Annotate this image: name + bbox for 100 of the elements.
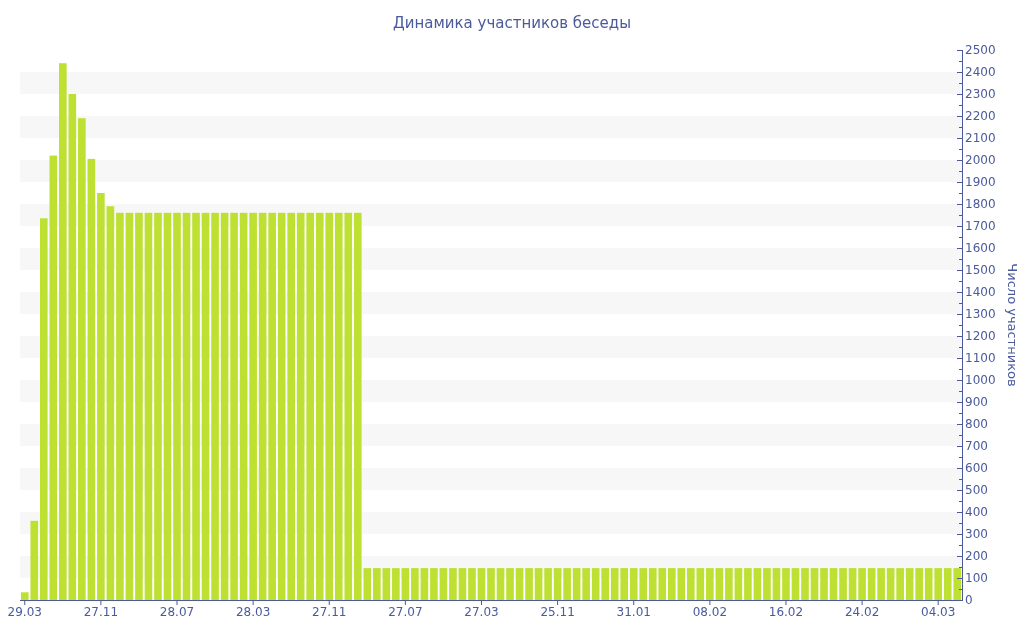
bar <box>877 568 885 600</box>
y-tick-label: 2300 <box>965 87 996 101</box>
bar <box>915 568 923 600</box>
x-tick-label: 04.03 <box>921 605 956 619</box>
y-tick-label: 100 <box>965 571 988 585</box>
bar <box>772 568 781 600</box>
bar <box>106 206 115 600</box>
x-tick-label: 27.11 <box>83 605 119 619</box>
bar <box>154 212 162 600</box>
y-tick-label: 2100 <box>965 131 996 145</box>
bar <box>905 568 914 600</box>
y-tick-label: 2000 <box>965 153 996 167</box>
y-tick-label: 2200 <box>965 109 996 123</box>
bar <box>477 568 486 600</box>
bar <box>886 568 895 600</box>
bar <box>68 94 77 600</box>
bar <box>820 568 828 600</box>
chart-title: Динамика участников беседы <box>392 14 632 32</box>
bar <box>858 568 866 600</box>
bar <box>810 568 819 600</box>
bar <box>230 212 238 600</box>
bar <box>696 568 705 600</box>
bar <box>534 568 543 600</box>
y-tick-label: 900 <box>965 395 988 409</box>
bar <box>430 568 438 600</box>
x-tick-label: 28.03 <box>235 605 271 619</box>
bar <box>258 212 267 600</box>
bar <box>373 568 381 600</box>
y-tick-label: 300 <box>965 527 988 541</box>
y-tick-label: 1500 <box>965 263 996 277</box>
bar <box>87 158 96 600</box>
bar <box>896 568 904 600</box>
x-tick-label: 31.01 <box>616 605 651 619</box>
bar <box>211 212 219 600</box>
y-tick-label: 2400 <box>965 65 996 79</box>
bar <box>125 212 134 600</box>
bar <box>725 568 733 600</box>
bar <box>287 212 295 600</box>
bar <box>687 568 695 600</box>
bar <box>449 568 457 600</box>
bar <box>782 568 790 600</box>
bar <box>591 568 600 600</box>
x-tick-label: 29.03 <box>7 605 42 619</box>
bar <box>144 212 153 600</box>
bar <box>801 568 809 600</box>
bar <box>572 568 581 600</box>
y-tick-label: 500 <box>965 483 988 497</box>
y-tick-label: 400 <box>965 505 988 519</box>
bar <box>401 568 410 600</box>
bar <box>249 212 257 600</box>
bar <box>753 568 762 600</box>
bar <box>192 212 200 600</box>
bar <box>78 118 86 600</box>
bar <box>734 568 743 600</box>
x-tick-label: 27.07 <box>388 605 423 619</box>
bar <box>487 568 495 600</box>
bar <box>458 568 467 600</box>
bar <box>420 568 429 600</box>
bar <box>525 568 533 600</box>
bar <box>839 568 847 600</box>
bar <box>135 212 143 600</box>
y-tick-label: 0 <box>965 593 973 607</box>
bar <box>59 63 67 600</box>
bar <box>553 568 562 600</box>
bar <box>439 568 448 600</box>
y-tick-label: 1600 <box>965 241 996 255</box>
y-tick-label: 600 <box>965 461 988 475</box>
x-tick-label: 24.02 <box>844 605 880 619</box>
bar <box>563 568 571 600</box>
bar <box>582 568 590 600</box>
y-tick-label: 1100 <box>965 351 996 365</box>
x-tick-label: 28.07 <box>159 605 195 619</box>
bar <box>848 568 857 600</box>
bar <box>163 212 172 600</box>
bar <box>201 212 210 600</box>
bar <box>411 568 419 600</box>
bar <box>601 568 609 600</box>
bar <box>97 193 105 600</box>
bar <box>715 568 724 600</box>
y-tick-label: 1000 <box>965 373 996 387</box>
bar <box>382 568 391 600</box>
y-tick-label: 1700 <box>965 219 996 233</box>
y-tick-label: 200 <box>965 549 988 563</box>
y-tick-label: 1300 <box>965 307 996 321</box>
bar <box>277 212 286 600</box>
bar <box>744 568 752 600</box>
bar <box>544 568 552 600</box>
bar <box>239 212 248 600</box>
x-tick-label: 08.02 <box>692 605 728 619</box>
y-tick-label: 1200 <box>965 329 996 343</box>
y-axis-title: Число участников <box>1005 263 1020 387</box>
bar <box>220 212 229 600</box>
bar <box>791 568 800 600</box>
bar <box>867 568 876 600</box>
y-tick-label: 2500 <box>965 43 996 57</box>
bar <box>182 212 191 600</box>
y-tick-label: 700 <box>965 439 988 453</box>
bar <box>496 568 505 600</box>
bar <box>116 212 124 600</box>
bar <box>763 568 771 600</box>
